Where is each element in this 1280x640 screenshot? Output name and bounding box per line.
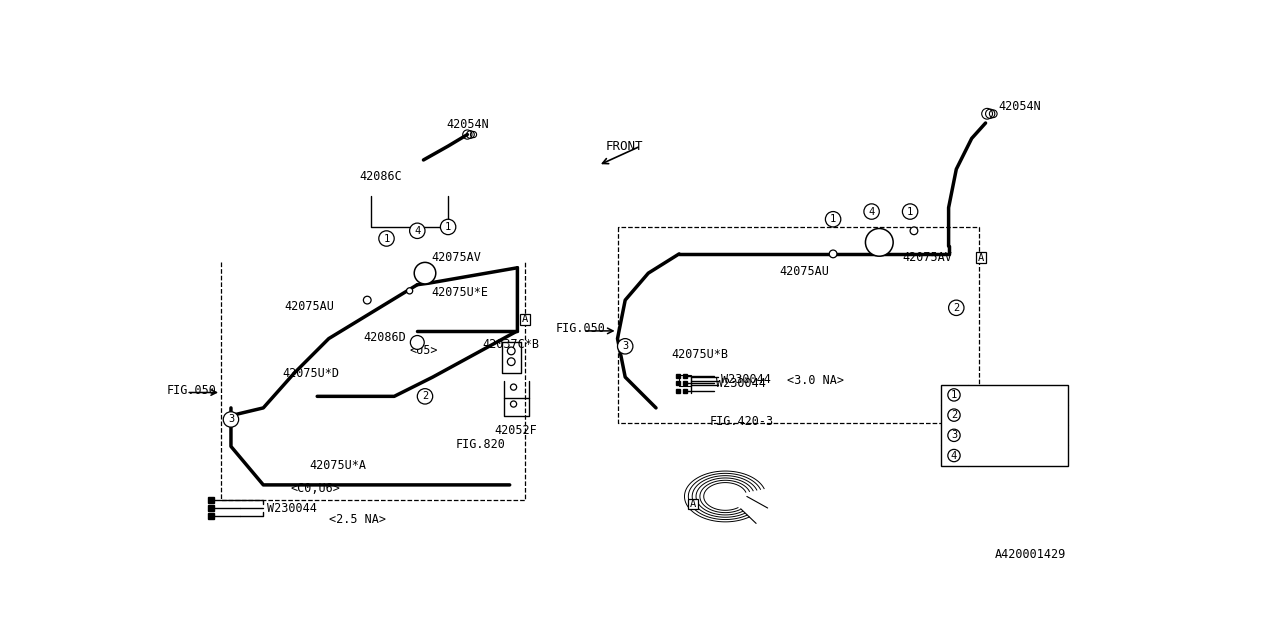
- Text: 42054N: 42054N: [447, 118, 489, 131]
- Bar: [941, 385, 1068, 466]
- Circle shape: [511, 384, 517, 390]
- Bar: [680, 375, 691, 387]
- Text: <U5>: <U5>: [410, 344, 438, 356]
- Text: FIG.050: FIG.050: [556, 322, 605, 335]
- Text: FRONT: FRONT: [605, 140, 644, 152]
- Circle shape: [910, 227, 918, 235]
- Text: FIG.050: FIG.050: [168, 384, 216, 397]
- Text: 4: 4: [951, 451, 957, 461]
- Circle shape: [947, 409, 960, 421]
- Text: W230044: W230044: [722, 373, 772, 386]
- Text: A: A: [978, 253, 984, 263]
- Text: 4: 4: [415, 226, 420, 236]
- Text: 42037F*B: 42037F*B: [973, 408, 1030, 422]
- Text: <3.0 NA>: <3.0 NA>: [787, 374, 844, 387]
- Circle shape: [864, 204, 879, 220]
- Circle shape: [507, 347, 515, 355]
- Text: FIG.820: FIG.820: [456, 438, 506, 451]
- Text: 1: 1: [384, 234, 389, 243]
- Text: 42052F: 42052F: [494, 424, 538, 438]
- Circle shape: [948, 300, 964, 316]
- Text: 42075U*B: 42075U*B: [672, 348, 728, 360]
- Circle shape: [223, 412, 238, 427]
- Text: FIG.420-3: FIG.420-3: [710, 415, 774, 428]
- Circle shape: [947, 449, 960, 461]
- Circle shape: [826, 212, 841, 227]
- Circle shape: [829, 250, 837, 258]
- Circle shape: [511, 401, 517, 407]
- Bar: [975, 252, 987, 263]
- Circle shape: [865, 228, 893, 256]
- Text: 42037C*B: 42037C*B: [483, 339, 540, 351]
- Text: 2: 2: [951, 410, 957, 420]
- Circle shape: [947, 429, 960, 442]
- Circle shape: [410, 223, 425, 239]
- Text: 42075AU: 42075AU: [780, 265, 829, 278]
- Circle shape: [407, 288, 412, 294]
- Circle shape: [902, 204, 918, 220]
- Text: A: A: [690, 499, 696, 509]
- Circle shape: [379, 231, 394, 246]
- Circle shape: [617, 339, 632, 354]
- Text: 42075U*A: 42075U*A: [310, 459, 366, 472]
- Circle shape: [947, 388, 960, 401]
- Text: A420001429: A420001429: [995, 548, 1066, 561]
- Circle shape: [507, 358, 515, 365]
- Text: <C0,U6>: <C0,U6>: [291, 483, 340, 495]
- Text: 4: 4: [868, 207, 874, 216]
- Text: 1: 1: [951, 390, 957, 400]
- Text: 42075U*D: 42075U*D: [283, 367, 339, 380]
- Text: 42086E: 42086E: [973, 449, 1016, 462]
- Text: <2.5 NA>: <2.5 NA>: [329, 513, 385, 526]
- Text: 3: 3: [622, 341, 628, 351]
- Bar: [687, 499, 698, 509]
- Text: W230044: W230044: [268, 502, 317, 515]
- Text: A: A: [522, 314, 529, 324]
- Text: 2: 2: [954, 303, 960, 313]
- Text: 42037C*D: 42037C*D: [973, 388, 1030, 401]
- Circle shape: [417, 388, 433, 404]
- Circle shape: [415, 262, 435, 284]
- Text: 42075AV: 42075AV: [431, 252, 481, 264]
- Text: 3: 3: [228, 415, 234, 424]
- Text: 42075U*E: 42075U*E: [431, 286, 488, 299]
- Text: 1: 1: [908, 207, 913, 216]
- Circle shape: [411, 335, 424, 349]
- Text: 2: 2: [422, 391, 428, 401]
- Text: 3: 3: [951, 430, 957, 440]
- Text: 1: 1: [445, 222, 452, 232]
- Text: 42075AU: 42075AU: [285, 300, 335, 313]
- Bar: [520, 314, 530, 324]
- Text: 42075AV: 42075AV: [902, 252, 952, 264]
- Text: 1: 1: [829, 214, 836, 224]
- Text: 42086C: 42086C: [360, 170, 402, 184]
- Text: W230044: W230044: [716, 377, 765, 390]
- Text: 42086D: 42086D: [364, 330, 406, 344]
- Circle shape: [364, 296, 371, 304]
- Text: 42054N: 42054N: [998, 100, 1042, 113]
- Circle shape: [440, 220, 456, 235]
- Text: W170070: W170070: [973, 429, 1023, 442]
